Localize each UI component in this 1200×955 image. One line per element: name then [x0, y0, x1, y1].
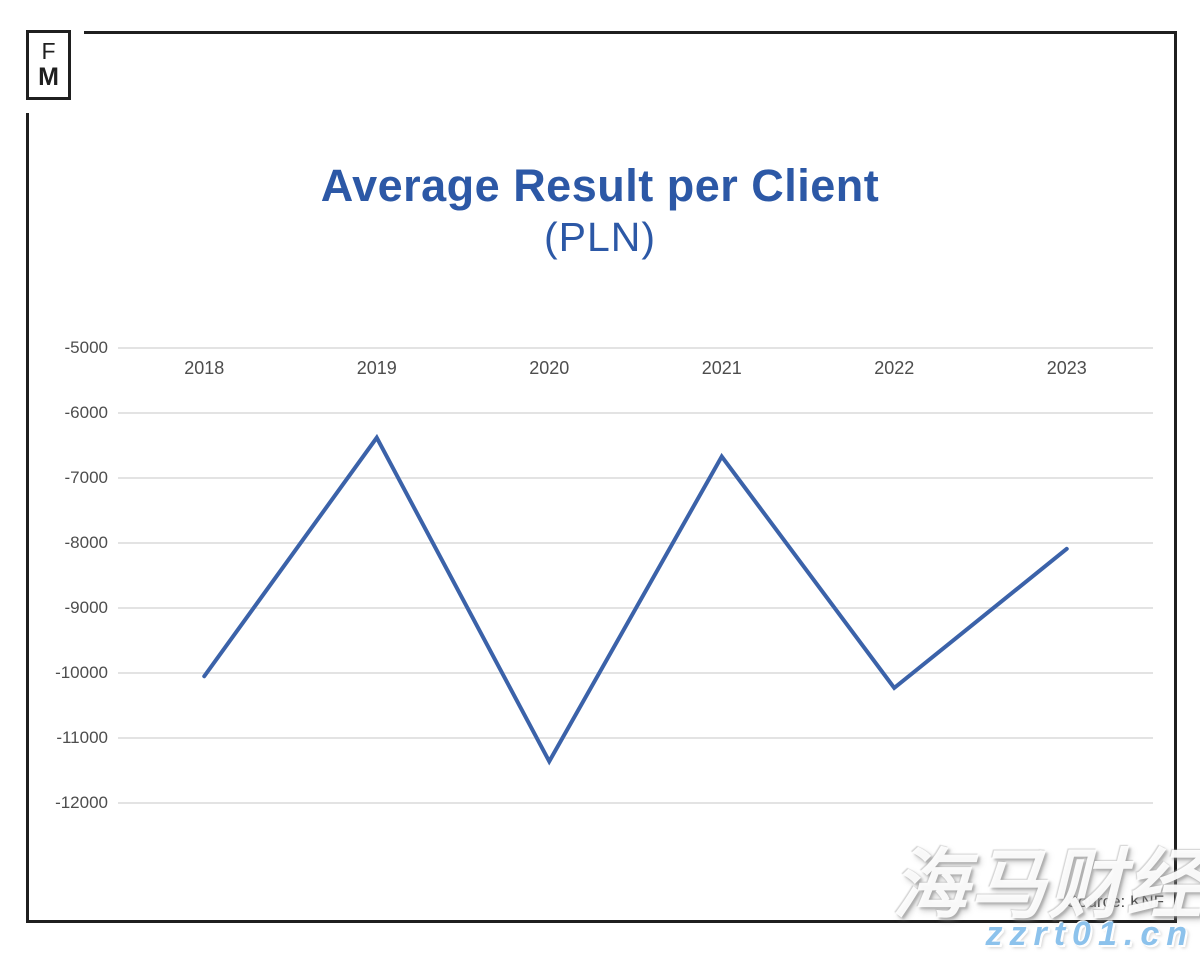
gridline [118, 412, 1153, 414]
plot-area: -5000 -6000 -7000 -8000 -9000 -10000 -11000 -12… [55, 338, 1153, 812]
watermark-url: zzrt01.cn [985, 915, 1194, 953]
x-tick-label: 2021 [701, 358, 742, 378]
logo-letter-f: F [41, 38, 56, 64]
gridline [118, 737, 1153, 739]
y-tick-label: -12000 [55, 793, 108, 812]
frame-border-left [26, 113, 29, 920]
gridline [118, 802, 1153, 804]
line-chart-svg [202, 433, 1069, 766]
x-tick-label: 2022 [874, 358, 915, 378]
x-tick-label: 2018 [184, 358, 225, 378]
gridline [118, 347, 1153, 349]
x-tick-label: 2020 [529, 358, 570, 378]
frame-border-top [84, 31, 1177, 34]
gridline [118, 477, 1153, 479]
x-tick-label: 2019 [356, 358, 397, 378]
gridline [118, 542, 1153, 544]
chart-subtitle: (PLN) [543, 214, 657, 260]
y-tick-label: -9000 [64, 598, 108, 617]
frame-border-right [1174, 31, 1177, 923]
watermark-cjk: 海马财经 [892, 843, 1200, 928]
line-series [202, 433, 1069, 766]
y-tick-label: -8000 [64, 533, 108, 552]
x-tick-label: 2023 [1046, 358, 1087, 378]
gridline [118, 672, 1153, 674]
source-label: Source: KNF [1066, 892, 1164, 911]
fm-logo: F M [26, 30, 71, 100]
logo-letter-m: M [38, 63, 59, 91]
y-tick-label: -6000 [64, 403, 108, 422]
frame-border-bottom [26, 920, 1177, 923]
chart-title: Average Result per Client [320, 160, 880, 211]
y-tick-label: -10000 [55, 663, 108, 682]
y-tick-label: -7000 [64, 468, 108, 487]
y-tick-label: -5000 [64, 338, 108, 357]
y-tick-label: -11000 [56, 728, 108, 747]
